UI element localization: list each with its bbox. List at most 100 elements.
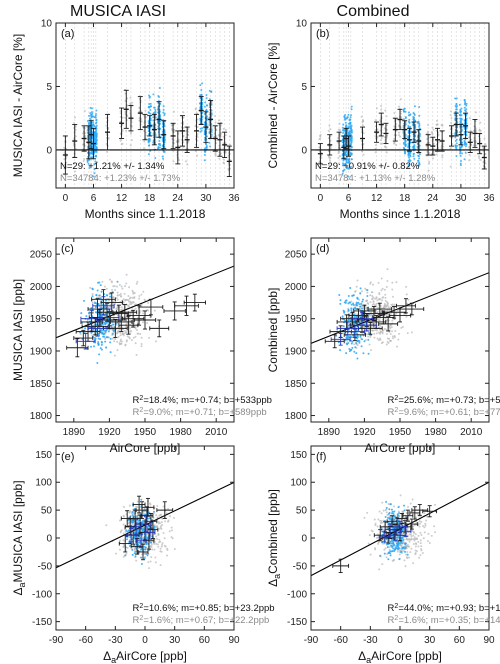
data-point bbox=[460, 107, 463, 110]
data-point bbox=[362, 352, 365, 355]
data-point bbox=[350, 139, 353, 142]
data-point bbox=[342, 162, 345, 165]
data-point bbox=[128, 545, 131, 548]
data-point bbox=[156, 516, 159, 519]
data-point bbox=[96, 289, 99, 292]
data-point bbox=[93, 163, 96, 166]
data-point bbox=[104, 323, 107, 326]
data-point bbox=[164, 520, 167, 523]
data-point bbox=[393, 335, 396, 338]
data-point bbox=[395, 143, 398, 146]
data-point bbox=[342, 132, 345, 135]
data-point bbox=[406, 332, 409, 335]
data-point bbox=[369, 294, 372, 297]
data-point bbox=[131, 520, 134, 523]
data-point bbox=[359, 292, 362, 295]
data-point bbox=[131, 548, 134, 551]
data-point bbox=[104, 303, 107, 306]
data-point bbox=[154, 108, 157, 111]
data-point bbox=[354, 346, 357, 349]
data-point bbox=[106, 294, 109, 297]
data-point bbox=[366, 294, 369, 297]
data-point bbox=[375, 296, 378, 299]
error-bar-point bbox=[336, 321, 359, 336]
data-point bbox=[374, 119, 377, 122]
data-point bbox=[157, 146, 160, 149]
x-tick-label: 1890 bbox=[63, 427, 86, 438]
data-point bbox=[163, 537, 166, 540]
data-point bbox=[378, 319, 381, 322]
data-point bbox=[105, 321, 108, 324]
data-point bbox=[412, 146, 415, 149]
data-point bbox=[224, 128, 227, 131]
data-point bbox=[140, 120, 143, 123]
error-bar-point bbox=[105, 113, 111, 151]
data-point bbox=[388, 325, 391, 328]
data-point bbox=[337, 137, 340, 140]
data-point bbox=[143, 557, 146, 560]
data-point bbox=[205, 94, 208, 97]
data-point bbox=[148, 137, 151, 140]
data-point bbox=[137, 541, 140, 544]
x-tick-label: 1980 bbox=[424, 427, 447, 438]
data-point bbox=[154, 340, 157, 343]
data-point bbox=[187, 134, 190, 137]
data-point bbox=[125, 339, 128, 342]
data-point bbox=[158, 527, 161, 530]
data-point bbox=[154, 157, 157, 160]
data-point bbox=[139, 506, 142, 509]
data-point bbox=[88, 152, 91, 155]
data-point bbox=[214, 151, 217, 154]
data-point bbox=[97, 315, 100, 318]
data-point bbox=[166, 549, 169, 552]
data-point bbox=[459, 120, 462, 123]
data-point bbox=[463, 143, 466, 146]
data-point bbox=[143, 507, 146, 510]
data-point bbox=[119, 338, 122, 341]
data-point bbox=[341, 172, 344, 175]
data-point bbox=[384, 303, 387, 306]
error-bar-point bbox=[453, 112, 459, 137]
data-point bbox=[359, 305, 362, 308]
data-point bbox=[95, 124, 98, 127]
data-point bbox=[83, 157, 86, 160]
data-point bbox=[158, 538, 161, 541]
data-point bbox=[186, 163, 189, 166]
data-point bbox=[136, 515, 139, 518]
data-point bbox=[418, 157, 421, 160]
data-point bbox=[130, 131, 133, 134]
data-point bbox=[393, 137, 396, 140]
data-point bbox=[479, 159, 482, 162]
error-bar-point bbox=[222, 131, 228, 158]
data-point bbox=[338, 155, 341, 158]
data-point bbox=[129, 102, 132, 105]
data-point bbox=[91, 288, 94, 291]
data-point bbox=[164, 545, 167, 548]
data-point bbox=[441, 154, 444, 157]
data-point bbox=[99, 338, 102, 341]
data-point bbox=[344, 114, 347, 117]
data-point bbox=[328, 164, 331, 167]
error-bar-point bbox=[208, 99, 214, 139]
data-point bbox=[125, 322, 128, 325]
data-point bbox=[135, 282, 138, 285]
error-bar-point bbox=[430, 136, 436, 156]
data-point bbox=[409, 125, 412, 128]
x-tick-label: 36 bbox=[483, 193, 495, 204]
error-bar-point bbox=[194, 113, 200, 148]
data-point bbox=[143, 140, 146, 143]
data-point bbox=[364, 287, 367, 290]
data-point bbox=[350, 146, 353, 149]
data-point bbox=[398, 105, 401, 108]
x-tick-label: 18 bbox=[144, 193, 156, 204]
data-point bbox=[350, 348, 353, 351]
y-axis-label: Combined - AirCore [%] bbox=[266, 42, 280, 168]
data-point bbox=[367, 338, 370, 341]
data-point bbox=[203, 150, 206, 153]
data-point bbox=[160, 521, 163, 524]
data-point bbox=[201, 127, 204, 130]
data-point bbox=[154, 556, 157, 559]
data-point bbox=[153, 524, 156, 527]
data-point bbox=[469, 129, 472, 132]
data-point bbox=[361, 300, 364, 303]
